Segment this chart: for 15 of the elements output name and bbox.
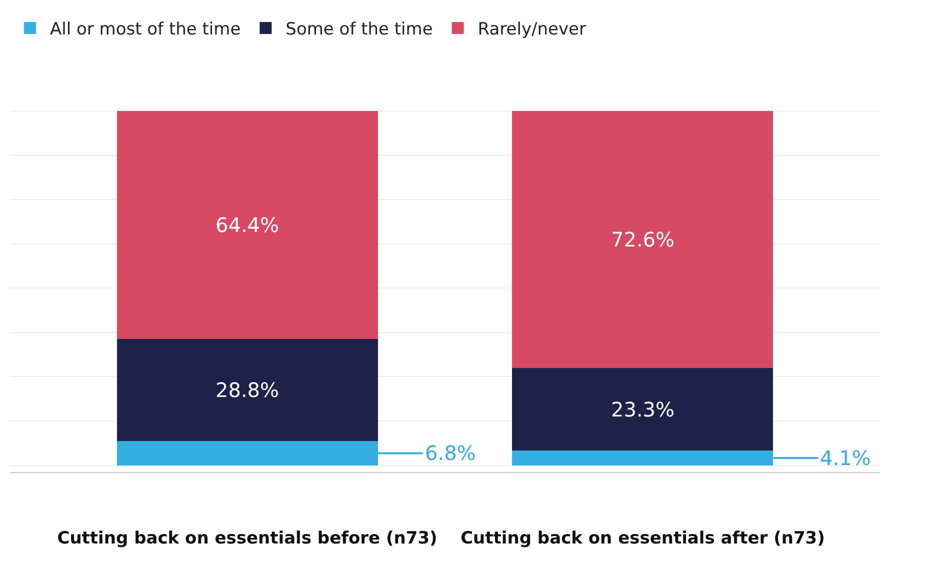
bar xyxy=(116,339,378,442)
data-label: 28.8% xyxy=(215,378,280,402)
legend-label: Rarely/never xyxy=(478,20,586,40)
legend-label: Some of the time xyxy=(286,20,433,40)
x-tick-label: Cutting back on essentials before (n73) xyxy=(57,528,438,548)
data-label: 72.6% xyxy=(610,228,675,252)
bar xyxy=(512,111,774,368)
data-label: 23.3% xyxy=(610,397,675,422)
bar xyxy=(116,111,378,340)
x-tick-label: Cutting back on essentials after (n73) xyxy=(460,528,825,548)
legend-label: All or most of the time xyxy=(50,20,241,40)
data-label: 4.1% xyxy=(820,446,871,470)
data-label: 6.8% xyxy=(425,441,476,465)
bar xyxy=(512,368,774,451)
data-label: 64.4% xyxy=(215,213,280,238)
